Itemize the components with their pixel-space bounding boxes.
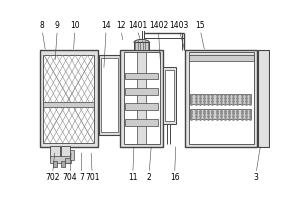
Text: 8: 8 <box>40 21 44 30</box>
Text: 7: 7 <box>79 173 84 182</box>
Bar <box>190 109 251 119</box>
Text: 1402: 1402 <box>149 21 168 30</box>
Bar <box>125 73 158 79</box>
Bar <box>125 119 158 126</box>
Text: 9: 9 <box>55 21 60 30</box>
Bar <box>40 50 98 147</box>
Bar <box>189 55 254 61</box>
Text: 16: 16 <box>170 173 179 182</box>
Bar <box>65 158 71 163</box>
Text: 1403: 1403 <box>169 21 189 30</box>
Bar <box>43 102 94 107</box>
Text: 12: 12 <box>116 21 126 30</box>
Bar <box>137 52 146 144</box>
Text: 14: 14 <box>101 21 111 30</box>
Text: 702: 702 <box>45 173 60 182</box>
Text: 1401: 1401 <box>128 21 147 30</box>
Bar <box>101 58 118 132</box>
Bar <box>185 50 257 147</box>
Bar <box>120 50 163 147</box>
Bar <box>190 94 251 104</box>
Bar <box>189 52 254 144</box>
Bar <box>125 88 158 95</box>
Bar <box>52 161 57 167</box>
Bar <box>165 70 173 121</box>
Text: 3: 3 <box>254 173 259 182</box>
Text: 11: 11 <box>128 173 138 182</box>
Bar <box>258 50 269 147</box>
Bar <box>99 55 120 135</box>
Bar <box>134 42 149 50</box>
Polygon shape <box>134 39 149 42</box>
Text: 701: 701 <box>85 173 99 182</box>
Text: 15: 15 <box>195 21 205 30</box>
Bar <box>70 150 74 160</box>
Bar <box>61 146 70 158</box>
Bar <box>50 146 60 158</box>
Text: 2: 2 <box>147 173 152 182</box>
Bar <box>124 52 160 144</box>
Bar <box>189 52 254 55</box>
Text: 10: 10 <box>70 21 80 30</box>
Bar <box>125 103 158 110</box>
Bar <box>61 161 65 167</box>
Bar <box>50 156 70 163</box>
Bar <box>163 67 176 124</box>
Bar <box>43 55 94 143</box>
Text: 704: 704 <box>63 173 77 182</box>
